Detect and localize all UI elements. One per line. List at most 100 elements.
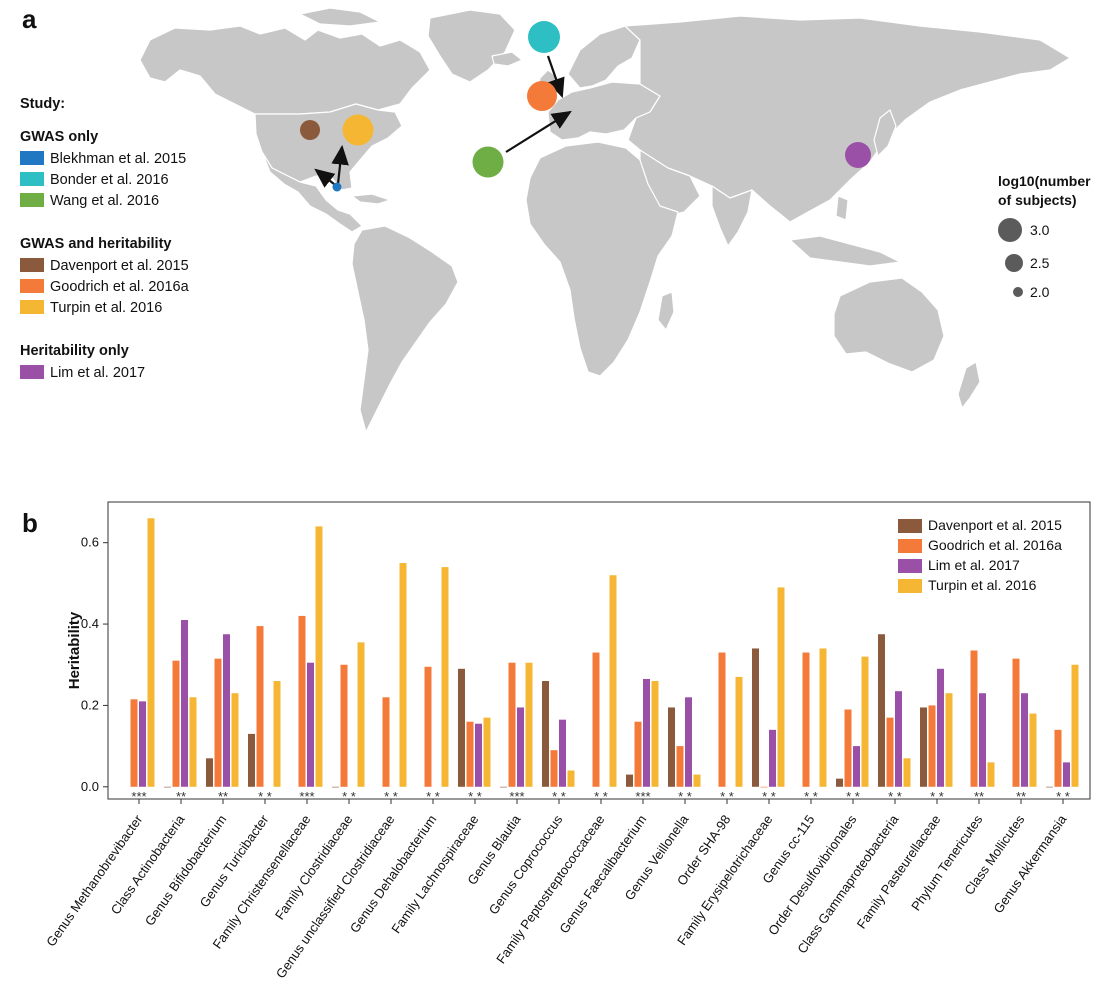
greenland — [427, 9, 516, 83]
panel-a-letter: a — [22, 4, 37, 34]
significance-label: ** — [974, 789, 984, 804]
bar — [550, 750, 558, 787]
category-label: Genus Coprococcus — [486, 812, 566, 917]
arrow-wang — [505, 110, 572, 153]
chart-legend-swatch — [898, 559, 922, 573]
legend-swatch — [20, 151, 44, 165]
bar — [643, 678, 650, 787]
bar — [945, 693, 953, 787]
significance-label: * * — [888, 789, 902, 804]
bar — [752, 648, 759, 787]
bar — [139, 701, 146, 787]
legend-swatch — [20, 279, 44, 293]
y-tick-label: 0.4 — [81, 616, 99, 631]
bar — [466, 721, 474, 787]
bar — [181, 619, 188, 787]
bar — [1054, 729, 1062, 787]
arctic-islands — [299, 7, 381, 27]
bar — [357, 642, 365, 787]
bar — [223, 634, 230, 787]
bar — [307, 662, 314, 787]
significance-label: * * — [384, 789, 398, 804]
bar — [819, 648, 827, 787]
circle-wang — [472, 146, 504, 178]
bar — [970, 650, 978, 787]
study-legend: Study: GWAS only Blekhman et al. 2015 Bonde… — [20, 96, 190, 381]
bar — [853, 746, 860, 787]
scandinavia — [567, 25, 641, 89]
significance-label: * * — [804, 789, 818, 804]
significance-label: *** — [509, 789, 524, 804]
southeast-asia-islands — [789, 235, 901, 267]
study-circles — [300, 21, 871, 192]
circle-lim — [845, 142, 871, 168]
y-tick-label: 0.0 — [81, 779, 99, 794]
significance-label: ** — [176, 789, 186, 804]
bar — [1071, 664, 1079, 787]
world-map-panel: Study: GWAS only Blekhman et al. 2015 Bonde… — [20, 7, 1091, 433]
legend-swatch — [20, 172, 44, 186]
legend-item-label: Blekhman et al. 2015 — [50, 151, 186, 167]
legend-group-heading: GWAS only — [20, 129, 98, 145]
significance-label: ** — [218, 789, 228, 804]
chart-legend-swatch — [898, 539, 922, 553]
chart-legend-label: Lim et al. 2017 — [928, 557, 1020, 573]
madagascar — [657, 291, 675, 331]
chart-legend-swatch — [898, 519, 922, 533]
legend-swatch — [20, 193, 44, 207]
bar — [685, 697, 692, 787]
legend-swatch — [20, 300, 44, 314]
bar — [508, 662, 516, 787]
y-tick-label: 0.6 — [81, 535, 99, 550]
size-label-2: 2.0 — [1030, 284, 1050, 300]
size-legend-title-line2: of subjects) — [998, 192, 1077, 208]
size-circle-2 — [1013, 287, 1023, 297]
bar — [542, 681, 549, 787]
bar — [1063, 762, 1070, 787]
bar — [458, 668, 465, 787]
bar — [760, 786, 768, 788]
category-label: Family Pasteurellaceae — [854, 812, 944, 931]
bar — [609, 575, 617, 787]
bar — [525, 662, 533, 787]
south-america — [351, 225, 459, 433]
legend-item-label: Davenport et al. 2015 — [50, 258, 189, 274]
size-label-2-5: 2.5 — [1030, 255, 1050, 271]
circle-blekhman — [332, 182, 342, 192]
bar — [878, 634, 885, 787]
category-label: Family Clostridiaceae — [272, 812, 356, 922]
significance-label: * * — [426, 789, 440, 804]
size-label-3: 3.0 — [1030, 222, 1050, 238]
bar — [517, 707, 524, 787]
bar — [164, 786, 171, 788]
australia — [833, 277, 945, 373]
category-label: Genus Bifidobacterium — [142, 812, 230, 928]
arrow-blekhman-1 — [314, 168, 336, 188]
bar — [172, 660, 180, 787]
bar — [634, 721, 642, 787]
bar — [1029, 713, 1037, 787]
bar — [231, 693, 239, 787]
bar — [147, 518, 155, 787]
size-circle-3 — [998, 218, 1022, 242]
new-zealand — [957, 361, 981, 409]
significance-label: * * — [678, 789, 692, 804]
bar — [256, 626, 264, 787]
bar — [937, 668, 944, 787]
significance-label: * * — [930, 789, 944, 804]
iceland — [491, 51, 523, 67]
bar — [1012, 658, 1020, 787]
study-legend-title: Study: — [20, 96, 65, 112]
bar — [777, 587, 785, 787]
size-legend: log10(number of subjects) 3.0 2.5 2.0 — [998, 173, 1091, 300]
circle-goodrich — [527, 81, 557, 111]
mexico-central-america — [261, 151, 363, 233]
world-map — [139, 7, 1071, 433]
significance-label: * * — [594, 789, 608, 804]
legend-item-label: Goodrich et al. 2016a — [50, 279, 190, 295]
bar — [130, 699, 138, 787]
bar — [189, 697, 197, 787]
bar — [1046, 786, 1053, 788]
legend-item-label: Wang et al. 2016 — [50, 193, 159, 209]
